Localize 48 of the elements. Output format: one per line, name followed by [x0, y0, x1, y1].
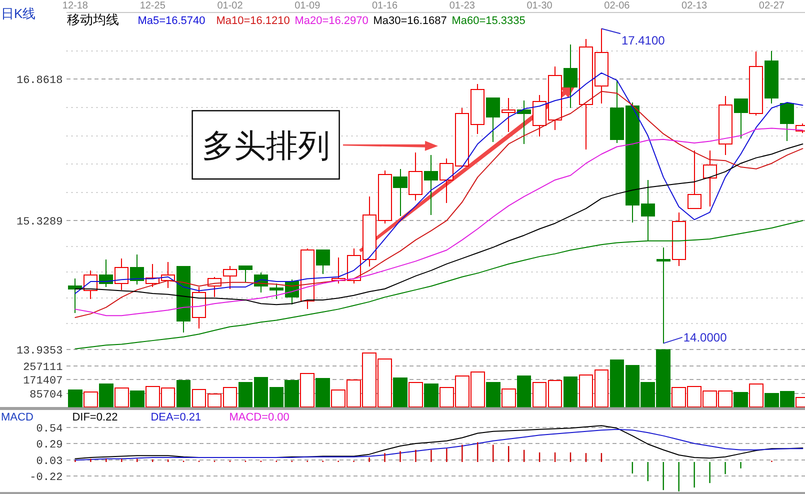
y-tick-label: 15.3289 — [16, 216, 63, 229]
y-tick-label: 257111 — [23, 362, 64, 374]
annotation: MACD=0.00 — [229, 412, 290, 424]
y-tick-label: 16.8618 — [16, 75, 63, 88]
y-tick-label: -0.22 — [30, 472, 63, 484]
x-tick-label: 01-09 — [294, 0, 321, 12]
bar — [130, 390, 144, 408]
bar — [316, 378, 330, 408]
x-tick-label: 01-02 — [217, 0, 244, 12]
x-tick-label: 02-27 — [758, 0, 785, 12]
bar — [749, 384, 764, 408]
bar — [84, 391, 98, 408]
chart-title: 日K线 — [1, 6, 36, 21]
annotation: 14.0000 — [683, 330, 728, 344]
bar — [408, 382, 423, 408]
legend: 移动均线 Ma5=16.5740 Ma10=16.1210 Ma20=16.2970 Ma30=16.1687 Ma60=15.3335 — [67, 12, 526, 27]
legend: DIF=0.22 DEA=0.21 — [72, 412, 202, 424]
bar — [99, 384, 114, 408]
y-tick-label: 0.03 — [36, 456, 63, 468]
bar — [176, 380, 191, 408]
y-tick-label: 85704 — [30, 389, 64, 402]
x-tick-label: 02-06 — [604, 0, 630, 12]
bar — [501, 388, 516, 408]
bar — [486, 382, 500, 408]
bar — [114, 388, 129, 408]
x-tick-label: 02-13 — [682, 0, 708, 12]
line-series — [74, 220, 804, 350]
note: 多头排列 — [192, 110, 340, 180]
bar — [734, 392, 748, 408]
line-series — [74, 90, 804, 318]
annotation: 多头排列 — [202, 128, 330, 164]
annotation: 17.4100 — [621, 34, 666, 48]
bar — [300, 372, 315, 408]
y-tick-label: 0.54 — [36, 424, 64, 436]
bar — [424, 384, 438, 408]
x-tick-label: 01-16 — [372, 0, 398, 12]
bar — [393, 378, 408, 408]
y-tick-label: 13.9353 — [16, 345, 63, 358]
x-tick-label: 01-30 — [526, 0, 553, 12]
x-tick-label: 12-25 — [140, 0, 166, 12]
x-tick-label: 01-23 — [449, 0, 476, 12]
bar — [68, 389, 82, 408]
y-tick-label: 0.29 — [36, 439, 63, 452]
bar — [516, 376, 532, 408]
x-tick-label: 12-18 — [62, 0, 88, 12]
bar — [563, 376, 578, 408]
y-tick-label: 171407 — [23, 376, 63, 388]
chart-title: MACD — [1, 412, 34, 424]
